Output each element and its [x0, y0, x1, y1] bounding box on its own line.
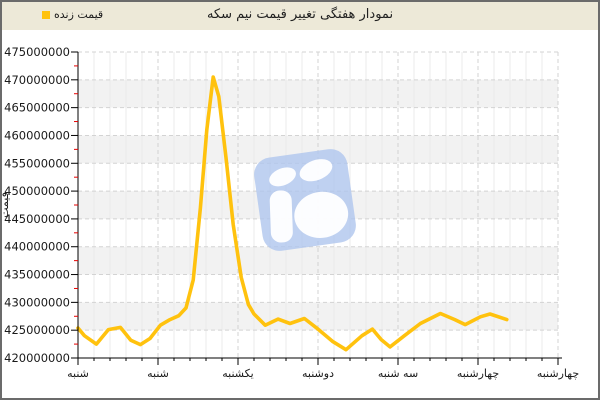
watermark-oval-right — [299, 159, 333, 182]
watermark-bar — [269, 190, 293, 243]
y-tick-label: 430000000 — [4, 295, 70, 309]
y-tick-label: 465000000 — [4, 101, 70, 115]
y-tick-label: 445000000 — [4, 212, 70, 226]
legend: قیمت زنده — [42, 9, 103, 20]
axes — [71, 51, 562, 365]
x-tick-label: چهارشنبه — [537, 367, 579, 380]
x-tick-label: شنبه — [67, 367, 89, 380]
axis-tick-labels: 475000000 470000000 465000000 460000000 4550… — [4, 45, 579, 380]
x-tick-label: شنبه — [147, 367, 169, 380]
major-gridlines — [78, 51, 559, 358]
y-tick-label: 420000000 — [4, 351, 70, 365]
y-tick-label: 435000000 — [4, 268, 70, 282]
x-tick-label: چهارشنبه — [457, 367, 499, 380]
legend-label: قیمت زنده — [54, 8, 104, 21]
minor-gridlines — [93, 52, 543, 358]
watermark-logo — [254, 149, 356, 251]
price-line — [76, 75, 509, 352]
chart-header: قیمت زنده نمودار هفتگی تغییر قیمت نیم سک… — [0, 0, 600, 30]
price-chart: 475000000 470000000 465000000 460000000 4550… — [0, 45, 579, 380]
y-tick-label: 475000000 — [4, 45, 70, 59]
y-tick-label: 460000000 — [4, 128, 70, 142]
watermark-blob — [294, 191, 349, 238]
y-tick-label: 440000000 — [4, 240, 70, 254]
y-tick-label: 425000000 — [4, 323, 70, 337]
y-tick-label: 455000000 — [4, 156, 70, 170]
y-tick-label: 450000000 — [4, 184, 70, 198]
y-tick-label: 470000000 — [4, 73, 70, 87]
watermark-oval-left — [269, 167, 296, 187]
chart-title: نمودار هفتگی تغییر قیمت نیم سکه — [206, 7, 394, 22]
x-tick-label: دوشنبه — [302, 367, 334, 380]
x-tick-label: یکشنبه — [222, 367, 254, 380]
legend-swatch-icon — [42, 10, 50, 19]
x-tick-label: سه شنبه — [378, 367, 418, 380]
y-axis-title: قیمت — [0, 192, 11, 218]
price-line-series — [76, 75, 509, 352]
y-axis-title-text: قیمت — [0, 192, 11, 218]
